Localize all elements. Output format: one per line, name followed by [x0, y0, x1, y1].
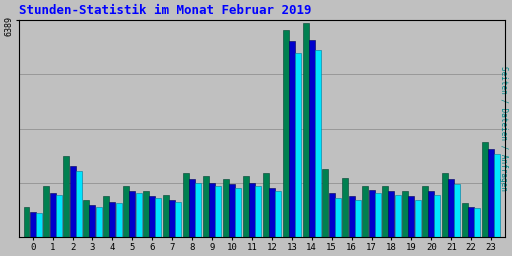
Bar: [103, 196, 109, 237]
Bar: [130, 191, 135, 237]
Bar: [110, 201, 115, 237]
Bar: [136, 193, 141, 237]
Bar: [30, 212, 36, 237]
Bar: [169, 200, 175, 237]
Bar: [442, 173, 448, 237]
Bar: [83, 200, 89, 237]
Bar: [223, 179, 229, 237]
Bar: [269, 188, 275, 237]
Bar: [295, 54, 301, 237]
Bar: [309, 40, 315, 237]
Bar: [24, 207, 30, 237]
Bar: [195, 183, 201, 237]
Bar: [369, 190, 374, 237]
Bar: [96, 207, 102, 237]
Bar: [362, 186, 368, 237]
Bar: [263, 173, 269, 237]
Bar: [189, 179, 195, 237]
Bar: [90, 205, 95, 237]
Bar: [229, 185, 235, 237]
Bar: [409, 196, 414, 237]
Bar: [382, 186, 388, 237]
Bar: [389, 191, 394, 237]
Bar: [329, 193, 335, 237]
Bar: [435, 195, 440, 237]
Bar: [63, 156, 69, 237]
Bar: [343, 178, 348, 237]
Text: Stunden-Statistik im Monat Februar 2019: Stunden-Statistik im Monat Februar 2019: [19, 4, 311, 17]
Bar: [429, 191, 434, 237]
Bar: [209, 183, 215, 237]
Bar: [143, 191, 149, 237]
Bar: [243, 176, 249, 237]
Bar: [488, 149, 494, 237]
Bar: [36, 214, 42, 237]
Bar: [176, 201, 181, 237]
Bar: [395, 195, 400, 237]
Bar: [335, 198, 341, 237]
Bar: [163, 195, 169, 237]
Bar: [203, 176, 209, 237]
Bar: [455, 185, 460, 237]
Bar: [183, 173, 189, 237]
Bar: [215, 186, 221, 237]
Bar: [116, 203, 121, 237]
Bar: [76, 171, 82, 237]
Bar: [150, 196, 155, 237]
Bar: [375, 193, 381, 237]
Bar: [289, 41, 295, 237]
Bar: [468, 207, 474, 237]
Bar: [448, 179, 454, 237]
Bar: [315, 50, 321, 237]
Bar: [494, 154, 500, 237]
Bar: [235, 188, 241, 237]
Bar: [275, 191, 281, 237]
Bar: [349, 196, 355, 237]
Bar: [70, 166, 76, 237]
Bar: [283, 29, 289, 237]
Bar: [422, 186, 428, 237]
Bar: [303, 23, 309, 237]
Bar: [355, 200, 361, 237]
Bar: [123, 186, 129, 237]
Y-axis label: Seiten / Dateien / Anfragen: Seiten / Dateien / Anfragen: [499, 66, 508, 191]
Bar: [156, 198, 161, 237]
Bar: [402, 191, 408, 237]
Bar: [56, 195, 62, 237]
Bar: [415, 200, 420, 237]
Bar: [482, 142, 488, 237]
Bar: [255, 186, 261, 237]
Bar: [44, 186, 50, 237]
Bar: [323, 169, 329, 237]
Bar: [474, 208, 480, 237]
Bar: [249, 183, 255, 237]
Bar: [50, 193, 56, 237]
Bar: [462, 203, 468, 237]
